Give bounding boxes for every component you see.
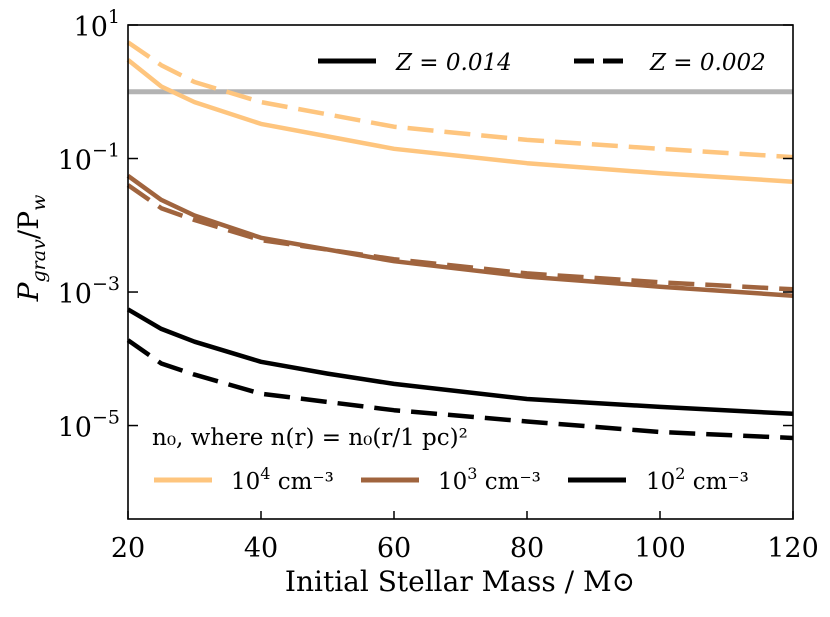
series-line bbox=[126, 40, 794, 160]
y-tick-labels: 101 10−1 10−3 10−5 bbox=[58, 6, 120, 444]
series-line bbox=[126, 58, 794, 184]
x-tick-label: 120 bbox=[767, 533, 819, 564]
axes-frame bbox=[127, 24, 794, 520]
x-axis-title: Initial Stellar Mass / M⊙ bbox=[285, 565, 635, 598]
tick-marks bbox=[127, 24, 794, 519]
x-tick-label: 100 bbox=[634, 533, 686, 564]
plot-area bbox=[126, 40, 794, 441]
density-legend: n₀, where n(r) = n₀(r/1 pc)² 104 cm⁻³ 10… bbox=[152, 425, 749, 495]
series-line bbox=[126, 307, 794, 417]
series-line bbox=[126, 338, 794, 441]
x-tick-label: 60 bbox=[377, 533, 411, 564]
y-axis-title-group: Pgrav/Pw bbox=[12, 195, 50, 303]
legend-density-1e3: 103 cm⁻³ bbox=[438, 464, 541, 495]
legend-label-z-low: Z = 0.002 bbox=[649, 50, 766, 76]
x-tick-label: 20 bbox=[111, 533, 145, 564]
legend-density-1e2: 102 cm⁻³ bbox=[646, 464, 749, 495]
y-tick-label: 10−5 bbox=[58, 407, 120, 444]
legend-label-z-solar: Z = 0.014 bbox=[395, 50, 512, 76]
x-tick-label: 80 bbox=[510, 533, 544, 564]
series-line bbox=[126, 173, 794, 298]
legend-density-1e4: 104 cm⁻³ bbox=[231, 464, 334, 495]
metallicity-legend: Z = 0.014 Z = 0.002 bbox=[318, 50, 766, 76]
y-axis-title: Pgrav/Pw bbox=[12, 195, 50, 303]
x-tick-labels: 20 40 60 80 100 120 bbox=[111, 533, 819, 564]
y-tick-label: 10−1 bbox=[58, 140, 120, 177]
y-tick-label: 10−3 bbox=[58, 273, 120, 310]
y-tick-label: 101 bbox=[74, 6, 120, 43]
series-line bbox=[126, 183, 794, 292]
x-tick-label: 40 bbox=[244, 533, 278, 564]
density-legend-title: n₀, where n(r) = n₀(r/1 pc)² bbox=[152, 425, 468, 451]
